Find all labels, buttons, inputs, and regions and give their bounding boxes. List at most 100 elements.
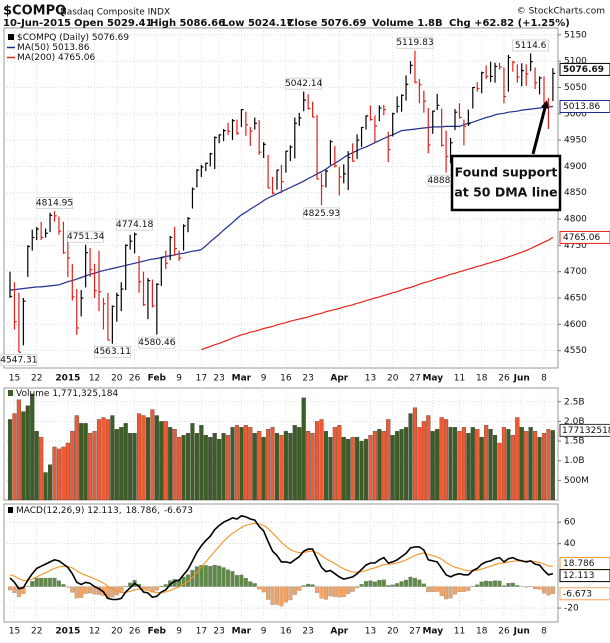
volume-bar xyxy=(484,425,488,500)
chart-title: $COMPQ xyxy=(3,4,66,19)
histogram-bar xyxy=(235,575,239,586)
volume-bar xyxy=(159,421,163,500)
value-box-label: 4765.06 xyxy=(563,233,600,243)
extreme-label: 4547.31 xyxy=(0,356,37,366)
volume-bar xyxy=(466,433,470,500)
histogram-bar xyxy=(480,582,484,587)
x-tick-label: Feb xyxy=(148,374,167,384)
volume-bar xyxy=(342,437,346,500)
histogram-bar xyxy=(418,580,422,587)
histogram-bar xyxy=(48,578,52,587)
volume-bar xyxy=(155,416,159,500)
histogram-bar xyxy=(159,586,163,587)
histogram-bar xyxy=(155,587,159,591)
volume-bar xyxy=(444,419,448,500)
histogram-bar xyxy=(271,587,275,605)
histogram-bar xyxy=(453,587,457,595)
volume-bar xyxy=(262,437,266,500)
volume-bar xyxy=(480,437,484,500)
histogram-bar xyxy=(44,578,48,587)
volume-bar xyxy=(302,398,306,500)
volume-bar xyxy=(146,417,150,500)
x-tick-label: 18 xyxy=(476,627,488,637)
x-tick-label: 23 xyxy=(302,374,313,384)
volume-bar xyxy=(137,414,141,500)
x-tick-label: 2015 xyxy=(55,627,80,637)
histogram-bar xyxy=(409,577,413,587)
y-tick-label: 40 xyxy=(564,539,576,549)
histogram-bar xyxy=(253,583,257,586)
histogram-bar xyxy=(377,580,381,586)
histogram-bar xyxy=(70,587,74,593)
histogram-bar xyxy=(248,582,252,587)
histogram-bar xyxy=(422,584,426,587)
extreme-label: 5114.6 xyxy=(515,41,547,51)
volume-bar xyxy=(44,472,48,500)
extreme-label: 4774.18 xyxy=(116,220,153,230)
volume-bar xyxy=(400,429,404,500)
histogram-bar xyxy=(142,587,146,589)
histogram-bar xyxy=(164,584,168,586)
volume-bar xyxy=(435,429,439,500)
volume-bar xyxy=(257,431,261,500)
extreme-label: 4751.34 xyxy=(67,232,104,242)
volume-bar xyxy=(177,437,181,500)
x-tick-label: 13 xyxy=(365,627,376,637)
histogram-bar xyxy=(533,587,537,589)
histogram-bar xyxy=(333,587,337,597)
value-box-label: -6.673 xyxy=(563,589,592,599)
y-tick-label: 500M xyxy=(564,476,589,486)
histogram-bar xyxy=(449,587,453,599)
y-tick-label: 4850 xyxy=(564,188,587,198)
volume-bar xyxy=(208,437,212,500)
header-item: Volume 1.8B xyxy=(372,18,443,29)
volume-bar xyxy=(391,435,395,500)
histogram-bar xyxy=(257,587,261,590)
volume-bar xyxy=(275,433,279,500)
volume-bar xyxy=(533,431,537,500)
y-tick-label: 4800 xyxy=(564,215,587,225)
volume-bar xyxy=(333,427,337,500)
volume-bar xyxy=(186,433,190,500)
histogram-bar xyxy=(547,587,551,596)
histogram-bar xyxy=(30,581,34,586)
volume-bar xyxy=(213,433,217,500)
histogram-bar xyxy=(240,575,244,587)
histogram-bar xyxy=(320,587,324,599)
volume-bar xyxy=(551,430,555,500)
x-tick-label: 15 xyxy=(9,374,20,384)
volume-bar xyxy=(182,435,186,500)
volume-bar xyxy=(57,449,61,500)
volume-bar xyxy=(119,427,123,500)
histogram-bar xyxy=(337,587,341,598)
volume-bar xyxy=(79,423,83,500)
x-tick-label: 27 xyxy=(409,627,420,637)
volume-bar xyxy=(475,429,479,500)
histogram-bar xyxy=(400,581,404,586)
volume-bar xyxy=(17,400,21,500)
volume-bar xyxy=(199,425,203,500)
x-tick-label: 20 xyxy=(387,627,399,637)
volume-bar xyxy=(524,431,528,500)
volume-bar xyxy=(21,412,25,500)
legend-label: MA(50) 5013.86 xyxy=(17,43,90,53)
x-tick-label: 9 xyxy=(176,627,182,637)
x-tick-label: May xyxy=(422,627,443,637)
source: © StockCharts.com xyxy=(517,7,605,17)
histogram-bar xyxy=(489,581,493,586)
x-tick-label: Apr xyxy=(330,374,348,384)
histogram-bar xyxy=(542,587,546,594)
histogram-bar xyxy=(88,587,92,593)
histogram-bar xyxy=(440,587,444,596)
histogram-bar xyxy=(57,581,61,587)
x-tick-label: 26 xyxy=(129,627,141,637)
x-tick-label: Jun xyxy=(513,374,530,384)
volume-bar xyxy=(151,410,155,500)
volume-bar xyxy=(253,433,257,500)
histogram-bar xyxy=(475,585,479,587)
volume-bar xyxy=(66,443,70,500)
x-tick-label: 8 xyxy=(541,374,547,384)
histogram-bar xyxy=(346,587,350,594)
annotation-text: Found support xyxy=(455,165,558,180)
legend-swatch xyxy=(8,507,13,513)
